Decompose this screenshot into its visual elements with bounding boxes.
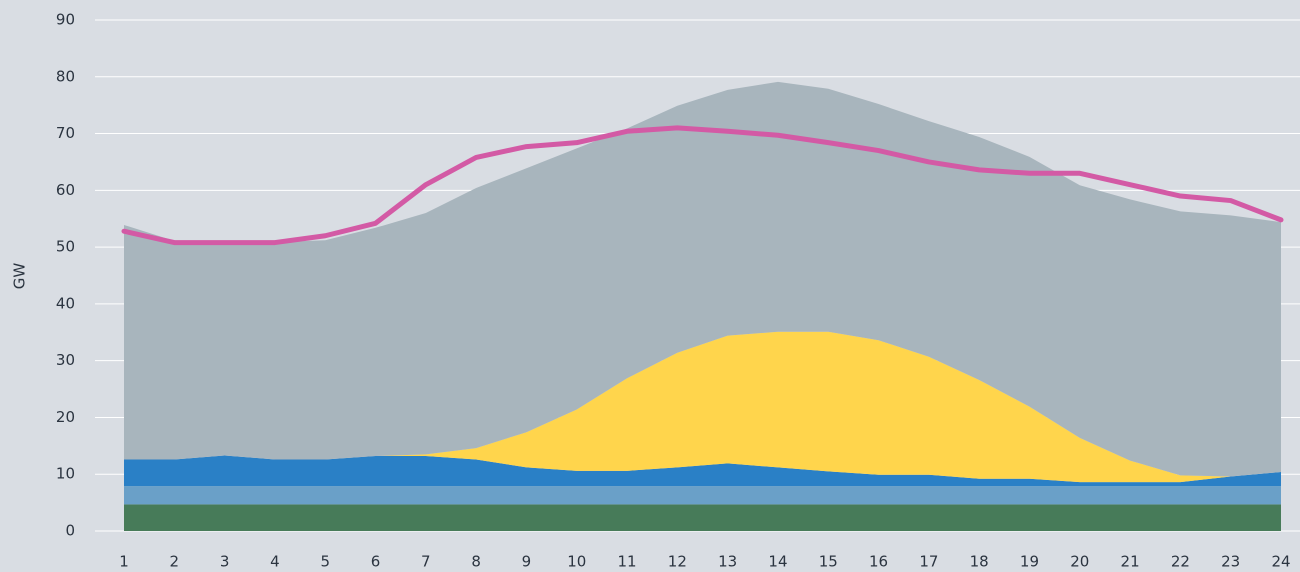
x-tick-label: 8	[471, 553, 481, 571]
x-tick-label: 16	[869, 553, 888, 571]
x-tick-label: 5	[320, 553, 330, 571]
x-tick-label: 19	[1020, 553, 1039, 571]
y-tick-label: 0	[65, 522, 75, 540]
x-tick-label: 13	[718, 553, 737, 571]
x-tick-label: 15	[819, 553, 838, 571]
x-tick-label: 2	[170, 553, 180, 571]
area	[124, 331, 1281, 483]
x-tick-label: 1	[119, 553, 129, 571]
x-tick-label: 24	[1271, 553, 1290, 571]
x-tick-label: 23	[1221, 553, 1240, 571]
x-tick-label: 10	[567, 553, 586, 571]
y-tick-label: 80	[56, 67, 75, 85]
x-tick-label: 11	[617, 553, 636, 571]
x-tick-label: 20	[1070, 553, 1089, 571]
area	[124, 504, 1281, 531]
y-tick-label: 40	[56, 294, 75, 312]
x-tick-label: 7	[421, 553, 431, 571]
y-axis-label: GW	[11, 263, 29, 290]
x-tick-label: 4	[270, 553, 280, 571]
y-tick-label: 60	[56, 181, 75, 199]
y-tick-label: 50	[56, 238, 75, 256]
y-tick-label: 70	[56, 124, 75, 142]
x-tick-label: 6	[371, 553, 381, 571]
area	[124, 81, 1281, 477]
x-tick-label: 12	[668, 553, 687, 571]
x-tick-label: 22	[1171, 553, 1190, 571]
x-tick-label: 17	[919, 553, 938, 571]
y-tick-label: 20	[56, 408, 75, 426]
line	[121, 125, 1284, 246]
y-tick-label: 30	[56, 351, 75, 369]
area	[124, 486, 1281, 505]
y-tick-label: 90	[56, 11, 75, 29]
x-tick-label: 14	[768, 553, 787, 571]
x-tick-label: 9	[522, 553, 532, 571]
x-tick-label: 21	[1121, 553, 1140, 571]
area	[124, 455, 1281, 487]
x-tick-label: 3	[220, 553, 230, 571]
y-tick-label: 10	[56, 465, 75, 483]
x-tick-label: 18	[970, 553, 989, 571]
